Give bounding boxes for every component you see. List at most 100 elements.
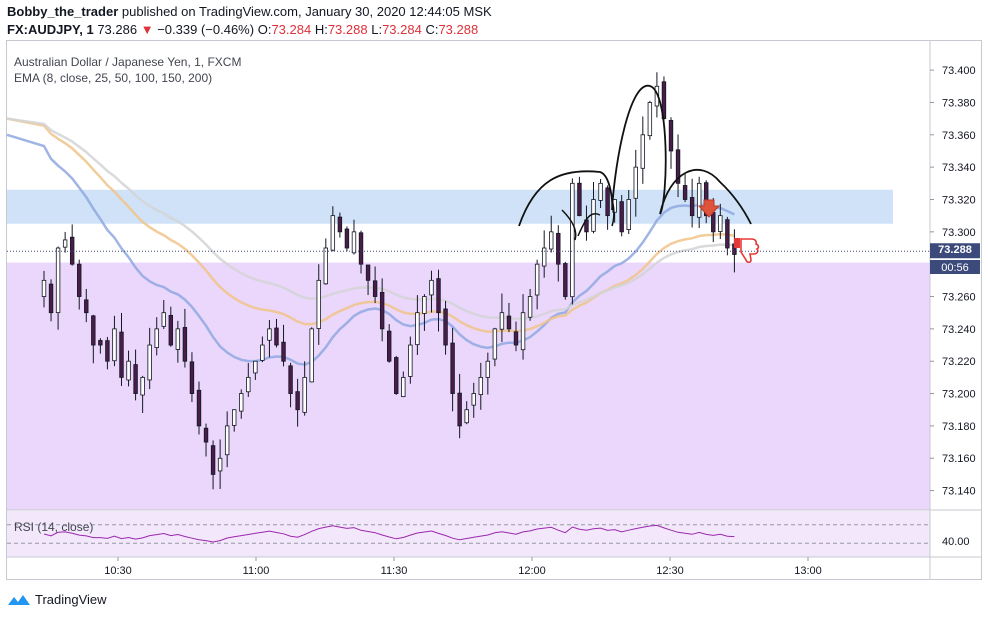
candle (640, 116, 646, 184)
candle-body (365, 264, 371, 281)
zones-layer (7, 189, 930, 510)
candle-body (443, 308, 448, 346)
candle (119, 312, 124, 387)
candle (527, 288, 533, 321)
candle-body (55, 247, 61, 314)
tradingview-logo[interactable]: TradingView (8, 592, 107, 607)
candle (281, 324, 286, 367)
candle (112, 315, 117, 367)
candle-body (718, 215, 723, 232)
candle (682, 174, 688, 203)
candle (408, 336, 413, 384)
candle (323, 238, 328, 285)
candle (725, 216, 730, 256)
candle-body (274, 327, 279, 346)
candle (210, 440, 216, 490)
candle (485, 352, 491, 395)
candle (168, 306, 174, 347)
candle-body (563, 263, 568, 297)
y-tick-label: 73.220 (942, 356, 976, 368)
candle (98, 338, 103, 354)
candle (401, 371, 406, 398)
candle (668, 117, 674, 169)
candle (62, 231, 68, 253)
candle-body (112, 328, 117, 362)
candle (605, 185, 610, 230)
candle (471, 382, 476, 418)
low-label: L: (371, 22, 383, 37)
author-name[interactable]: Bobby_the_trader (7, 4, 119, 19)
rsi-pane (7, 511, 930, 557)
candle-body (506, 315, 512, 330)
symbol-label[interactable]: FX:AUDJPY, 1 (7, 22, 94, 37)
candle-body (598, 182, 603, 201)
candle (253, 360, 258, 380)
candle (626, 189, 631, 235)
candle (295, 378, 300, 427)
rsi-axis-label: 40.00 (942, 536, 970, 548)
candle-body (62, 239, 68, 248)
candle-body (140, 376, 145, 396)
candle-body (309, 328, 314, 383)
candle (126, 350, 131, 387)
thumbs-down-icon (734, 238, 760, 264)
candle-body (260, 344, 265, 361)
high-label: H: (314, 22, 328, 37)
candle (77, 259, 82, 310)
candle (577, 176, 582, 217)
candle-body (253, 360, 258, 374)
bar-countdown: 00:56 (941, 262, 969, 274)
close-value: 73.288 (438, 22, 479, 37)
candle (591, 182, 596, 234)
y-tick-label: 73.240 (942, 324, 976, 336)
thumb-hand (740, 238, 760, 264)
ema-mid-line (6, 117, 735, 333)
x-tick-label: 11:00 (243, 565, 270, 577)
ema-legend: EMA (8, close, 25, 50, 100, 150, 200) (14, 71, 212, 85)
candle (105, 336, 110, 370)
x-tick-label: 11:30 (381, 565, 408, 577)
candle (464, 401, 469, 425)
candle (534, 259, 540, 310)
instrument-legend: Australian Dollar / Japanese Yen, 1, FXC… (14, 55, 241, 69)
down-arrow-icon: ▼ (140, 22, 154, 37)
candle (91, 314, 96, 364)
quote-line: FX:AUDJPY, 1 73.286 ▼ −0.339 (−0.46%) O:… (7, 22, 478, 37)
candle-body (422, 296, 427, 314)
candle-body (224, 425, 230, 456)
shoulder-detail-drawing (561, 199, 615, 241)
y-tick-label: 73.300 (942, 227, 976, 239)
candle (133, 349, 138, 401)
candle-body (316, 279, 321, 329)
candle (619, 194, 624, 237)
candle-body (401, 376, 406, 398)
candle (415, 295, 420, 355)
rsi-background (7, 511, 930, 557)
candle (302, 361, 307, 416)
candle-body (189, 361, 195, 394)
candle-body (84, 299, 89, 314)
candle (330, 206, 336, 252)
candle-body (232, 409, 237, 426)
ema-fast-line (6, 133, 735, 366)
x-tick-label: 10:30 (104, 565, 132, 577)
candle-body (41, 279, 47, 297)
resistance-zone (7, 189, 893, 224)
candle-body (147, 344, 152, 381)
candle-body (210, 445, 216, 475)
candle (394, 355, 399, 395)
candle (203, 423, 209, 457)
candle (675, 134, 681, 198)
candle (260, 336, 265, 363)
candle-body (725, 219, 730, 249)
candle (274, 318, 279, 348)
candle (224, 411, 230, 468)
rsi-legend: RSI (14, close) (14, 520, 93, 534)
candle-body (605, 187, 610, 217)
candle-body (408, 344, 413, 377)
tradingview-brand: TradingView (35, 592, 107, 607)
candle-body (203, 427, 209, 443)
candle (337, 212, 343, 238)
candle (196, 381, 202, 435)
